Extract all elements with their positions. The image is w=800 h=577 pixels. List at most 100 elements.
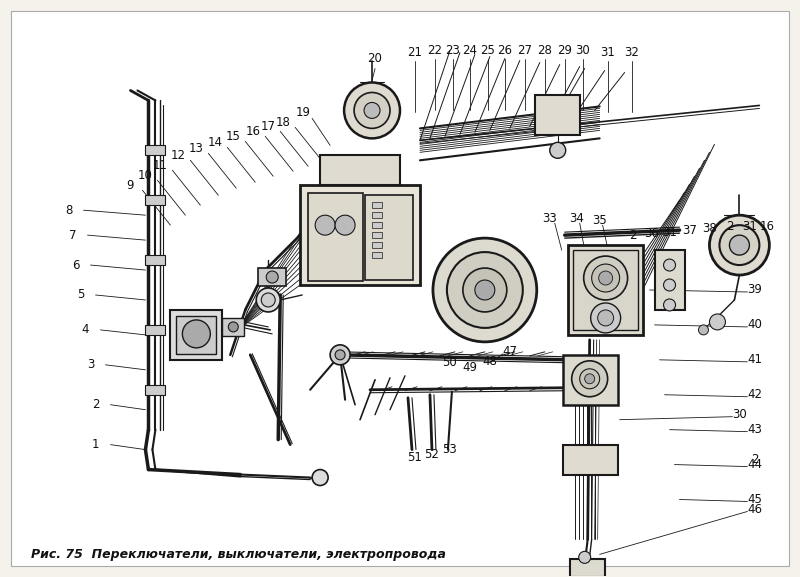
Circle shape [598,310,614,326]
Text: 46: 46 [747,503,762,516]
Circle shape [730,235,750,255]
Text: 26: 26 [498,44,512,57]
Circle shape [256,288,280,312]
Circle shape [585,374,594,384]
Bar [146,195,166,205]
Text: 28: 28 [538,44,552,57]
Text: 2: 2 [726,220,733,233]
Text: 3: 3 [87,358,94,372]
Circle shape [719,225,759,265]
Circle shape [592,264,620,292]
Text: 12: 12 [171,149,186,162]
Text: 17: 17 [261,120,276,133]
Text: 11: 11 [153,159,168,172]
Text: 6: 6 [72,258,79,272]
Bar [258,268,286,286]
Text: 33: 33 [542,212,557,224]
Text: 16: 16 [246,125,261,138]
Text: 18: 18 [276,116,290,129]
Text: 39: 39 [747,283,762,297]
Bar [308,193,363,281]
Text: 23: 23 [446,44,460,57]
Bar [570,559,605,577]
Bar [372,252,382,258]
Text: 35: 35 [592,213,607,227]
Text: 48: 48 [482,355,498,368]
Circle shape [550,143,566,158]
Text: 13: 13 [189,142,204,155]
Circle shape [354,92,390,129]
Text: 45: 45 [747,493,762,506]
Circle shape [710,314,726,330]
Text: 38: 38 [702,222,717,235]
Circle shape [330,345,350,365]
Bar [146,255,166,265]
Text: 42: 42 [747,388,762,401]
Bar [146,325,166,335]
Text: 50: 50 [442,357,458,369]
Bar [534,95,580,136]
Bar [372,232,382,238]
Circle shape [598,271,613,285]
Text: 44: 44 [747,458,762,471]
Circle shape [663,259,675,271]
Text: 14: 14 [208,136,223,149]
Text: 1: 1 [92,438,99,451]
Circle shape [580,369,600,389]
Bar [222,318,244,336]
Circle shape [344,83,400,138]
Text: 47: 47 [502,346,518,358]
Text: 9: 9 [126,179,134,192]
Text: 2: 2 [92,398,99,411]
Text: 7: 7 [69,228,76,242]
Text: 52: 52 [425,448,439,461]
Circle shape [312,470,328,485]
Bar [146,385,166,395]
Text: 49: 49 [462,361,478,374]
Bar [654,250,685,310]
Circle shape [335,350,345,360]
Bar [573,250,638,330]
Text: 31: 31 [742,220,757,233]
Circle shape [182,320,210,348]
Circle shape [228,322,238,332]
Text: 53: 53 [442,443,458,456]
Bar [372,222,382,228]
Bar [372,242,382,248]
Text: 4: 4 [82,323,90,336]
Bar [562,445,618,474]
Text: 27: 27 [518,44,532,57]
Text: 32: 32 [624,46,639,59]
Bar [562,355,618,404]
Text: 30: 30 [732,408,746,421]
Circle shape [710,215,770,275]
Circle shape [315,215,335,235]
Text: 30: 30 [575,44,590,57]
Bar [568,245,642,335]
Circle shape [572,361,608,397]
Text: 21: 21 [407,46,422,59]
Text: 16: 16 [760,220,775,233]
Bar [320,155,400,185]
Text: 31: 31 [662,226,677,239]
Circle shape [463,268,507,312]
Circle shape [364,103,380,118]
Bar [300,185,420,285]
Circle shape [266,271,278,283]
Bar [372,212,382,218]
Text: 37: 37 [682,224,697,237]
Text: 43: 43 [747,423,762,436]
Circle shape [663,299,675,311]
Text: 31: 31 [600,46,615,59]
Circle shape [584,256,628,300]
Text: 22: 22 [427,44,442,57]
Circle shape [698,325,709,335]
Text: 20: 20 [368,52,382,65]
Circle shape [447,252,522,328]
Circle shape [335,215,355,235]
Bar [176,316,216,354]
Text: 15: 15 [226,130,241,143]
Text: 40: 40 [747,319,762,331]
Bar [170,310,222,360]
Text: 24: 24 [462,44,478,57]
